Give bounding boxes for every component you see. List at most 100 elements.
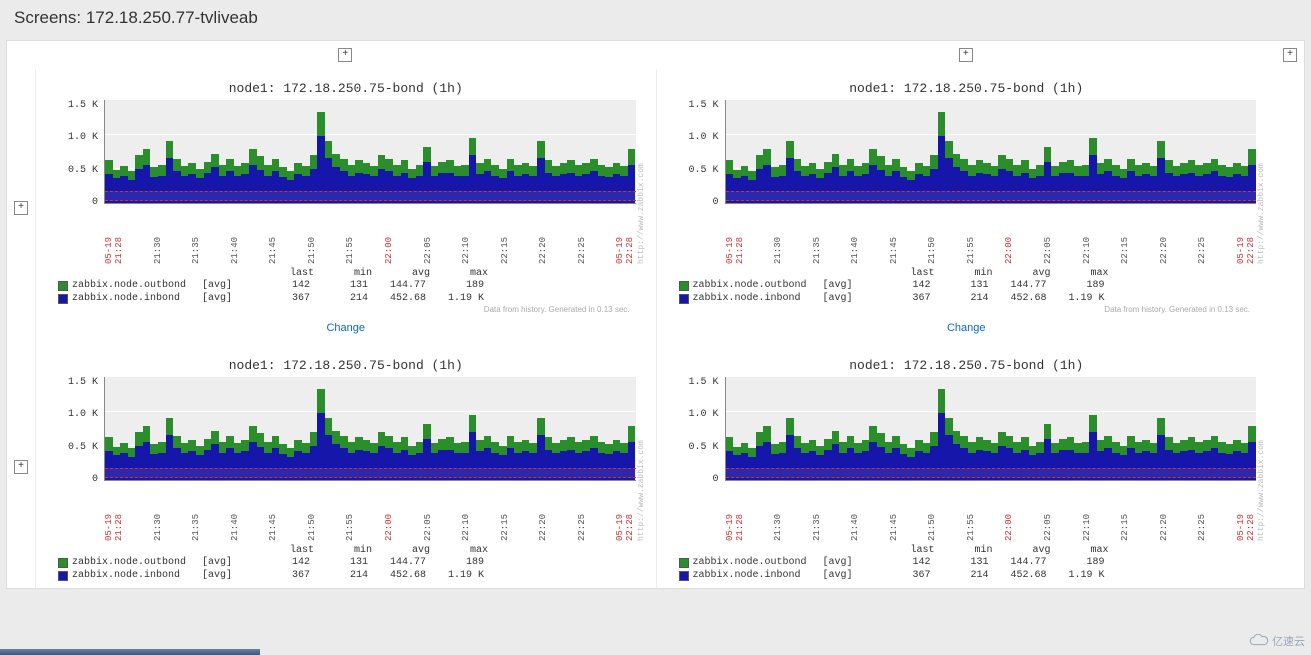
legend-avg: 452.68 — [368, 570, 426, 581]
legend-last: 367 — [252, 293, 310, 304]
legend-agg: [avg] — [202, 280, 252, 291]
x-tick: 21:55 — [345, 208, 355, 264]
data-note: Data from history. Generated in 0.13 sec… — [56, 305, 636, 314]
add-row-2[interactable]: + — [7, 346, 35, 588]
x-tick: 21:40 — [230, 485, 240, 541]
x-tick: 22:10 — [461, 485, 471, 541]
chart-title: node1: 172.18.250.75-bond (1h) — [56, 352, 636, 377]
plot[interactable] — [104, 100, 636, 204]
legend-row[interactable]: zabbix.node.inbond[avg]367214452.681.19 … — [56, 292, 636, 305]
y-tick: 0.5 K — [68, 165, 98, 176]
graph-panel-r2c1: node1: 172.18.250.75-bond (1h)1.5 K1.0 K… — [35, 346, 656, 588]
y-tick: 1.0 K — [688, 409, 718, 420]
legend-min: 214 — [931, 570, 989, 581]
x-tick: 05-19 21:28 — [725, 485, 745, 541]
x-tick: 22:20 — [538, 485, 548, 541]
series-zabbix.node.inbond — [726, 377, 1257, 480]
x-axis: 05-19 21:2821:3021:3521:4021:4521:5021:5… — [104, 481, 636, 541]
legend-min: 214 — [310, 570, 368, 581]
x-tick: 22:05 — [1043, 485, 1053, 541]
x-tick: 21:40 — [850, 485, 860, 541]
x-tick: 05-19 21:28 — [104, 208, 124, 264]
legend-swatch — [58, 281, 68, 291]
legend-swatch — [58, 294, 68, 304]
x-axis: 05-19 21:2821:3021:3521:4021:4521:5021:5… — [725, 481, 1257, 541]
legend-swatch — [679, 294, 689, 304]
watermark: http://www.zabbix.com — [1257, 100, 1266, 264]
legend-agg: [avg] — [823, 570, 873, 581]
plot[interactable] — [725, 377, 1257, 481]
watermark: http://www.zabbix.com — [1257, 377, 1266, 541]
y-tick: 1.5 K — [688, 377, 718, 388]
chart-area[interactable]: 1.5 K1.0 K0.5 K005-19 21:2821:3021:3521:… — [56, 377, 636, 541]
x-tick: 22:10 — [461, 208, 471, 264]
y-tick: 1.5 K — [68, 100, 98, 111]
y-tick: 0 — [92, 474, 98, 485]
legend-avg: 144.77 — [368, 280, 426, 291]
legend-last: 142 — [873, 557, 931, 568]
x-tick: 21:45 — [268, 485, 278, 541]
title-name: 172.18.250.77-tvliveab — [86, 8, 258, 27]
plus-icon[interactable]: + — [14, 460, 28, 474]
chart-area[interactable]: 1.5 K1.0 K0.5 K005-19 21:2821:3021:3521:… — [677, 377, 1257, 541]
legend-label: zabbix.node.inbond — [72, 570, 202, 581]
legend-row[interactable]: zabbix.node.outbond[avg]142131144.77189 — [56, 279, 636, 292]
x-tick: 22:20 — [538, 208, 548, 264]
chart-area[interactable]: 1.5 K1.0 K0.5 K005-19 21:2821:3021:3521:… — [56, 100, 636, 264]
change-link[interactable]: Change — [326, 322, 365, 334]
add-row-1[interactable]: + — [7, 69, 35, 346]
legend-row[interactable]: zabbix.node.outbond[avg]142131144.77189 — [677, 279, 1257, 292]
legend-row[interactable]: zabbix.node.outbond[avg]142131144.77189 — [677, 556, 1257, 569]
x-tick: 22:00 — [384, 485, 394, 541]
x-tick: 05-19 22:28 — [1236, 208, 1256, 264]
plus-icon[interactable]: + — [1283, 48, 1297, 62]
x-tick: 21:40 — [850, 208, 860, 264]
add-column-end[interactable]: + — [1276, 41, 1304, 69]
legend-min: 131 — [931, 280, 989, 291]
legend: lastminavgmaxzabbix.node.outbond[avg]142… — [56, 268, 636, 305]
change-link[interactable]: Change — [947, 322, 986, 334]
watermark: http://www.zabbix.com — [637, 100, 646, 264]
legend-agg: [avg] — [823, 280, 873, 291]
legend-last: 142 — [252, 557, 310, 568]
x-tick: 22:00 — [384, 208, 394, 264]
legend-avg: 144.77 — [368, 557, 426, 568]
legend-avg: 452.68 — [989, 293, 1047, 304]
legend-row[interactable]: zabbix.node.inbond[avg]367214452.681.19 … — [677, 292, 1257, 305]
x-tick: 05-19 21:28 — [104, 485, 124, 541]
plus-icon[interactable]: + — [14, 201, 28, 215]
plot[interactable] — [104, 377, 636, 481]
legend: lastminavgmaxzabbix.node.outbond[avg]142… — [56, 545, 636, 582]
x-tick: 22:25 — [1197, 208, 1207, 264]
screens-container: + + + + node1: 172.18.250.75-bond (1h)1.… — [6, 40, 1305, 589]
chart-area[interactable]: 1.5 K1.0 K0.5 K005-19 21:2821:3021:3521:… — [677, 100, 1257, 264]
footer-text: 亿速云 — [1272, 633, 1305, 649]
plus-icon[interactable]: + — [959, 48, 973, 62]
legend-max: 1.19 K — [1047, 570, 1105, 581]
legend-agg: [avg] — [823, 557, 873, 568]
legend-avg: 452.68 — [368, 293, 426, 304]
add-column-1[interactable]: + — [35, 41, 656, 69]
x-tick: 22:20 — [1159, 485, 1169, 541]
y-tick: 0.5 K — [688, 442, 718, 453]
plus-icon[interactable]: + — [338, 48, 352, 62]
x-tick: 22:25 — [577, 208, 587, 264]
legend-label: zabbix.node.outbond — [72, 557, 202, 568]
trigger-band — [105, 468, 636, 478]
legend-max: 1.19 K — [426, 293, 484, 304]
legend-row[interactable]: zabbix.node.inbond[avg]367214452.681.19 … — [677, 569, 1257, 582]
legend-row[interactable]: zabbix.node.inbond[avg]367214452.681.19 … — [56, 569, 636, 582]
legend-row[interactable]: zabbix.node.outbond[avg]142131144.77189 — [56, 556, 636, 569]
x-tick: 22:15 — [500, 485, 510, 541]
y-axis: 1.5 K1.0 K0.5 K0 — [56, 100, 104, 208]
x-tick: 21:30 — [153, 208, 163, 264]
legend: lastminavgmaxzabbix.node.outbond[avg]142… — [677, 268, 1257, 305]
legend-avg: 144.77 — [989, 280, 1047, 291]
legend-label: zabbix.node.outbond — [693, 280, 823, 291]
title-prefix: Screens: — [14, 8, 81, 27]
y-tick: 1.5 K — [68, 377, 98, 388]
legend-last: 367 — [252, 570, 310, 581]
add-column-2[interactable]: + — [656, 41, 1277, 69]
x-tick: 22:10 — [1082, 485, 1092, 541]
plot[interactable] — [725, 100, 1257, 204]
